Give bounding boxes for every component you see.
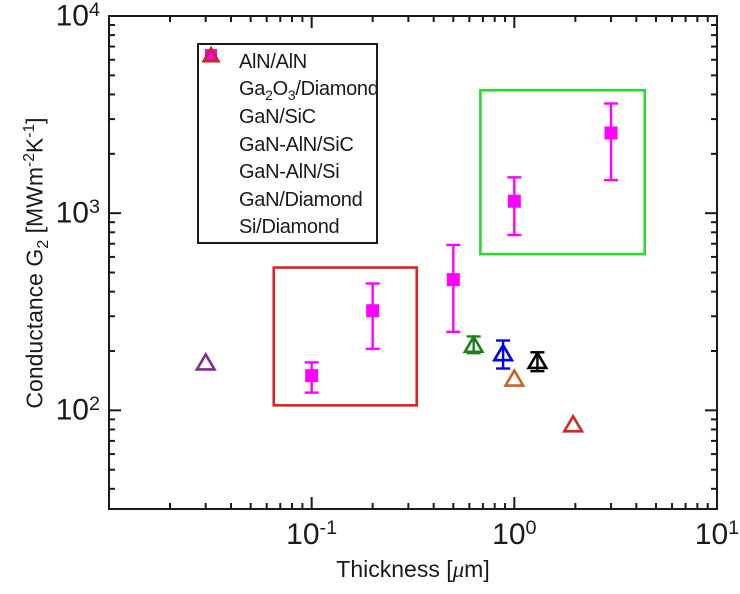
legend-item-gan-aln-si: GaN-AlN/Si <box>199 46 376 187</box>
series-GaN-AlN/SiC <box>492 339 515 370</box>
series-GaN-AlN/Si <box>526 350 549 373</box>
y-axis-label-text: Conductance G <box>21 248 48 409</box>
legend-item-label: GaN/Diamond <box>239 188 363 211</box>
legend-item-label: GaN-AlN/Si <box>239 161 340 184</box>
y-axis-label-unit-2: K <box>21 137 48 154</box>
x-axis-label: Thickness [μm] <box>336 556 489 583</box>
series-Ga2O3/Diamond <box>194 351 217 371</box>
legend-item-si-diamond: Si/Diamond <box>199 46 376 242</box>
x-axis-label-unit: m] <box>464 556 490 582</box>
legend-item-gan-aln-sic: GaN-AlN/SiC <box>199 46 376 160</box>
legend-item-gan-diamond: GaN/Diamond <box>199 46 376 215</box>
marker-icon <box>462 334 485 354</box>
y-axis-label-bracket: ] <box>21 117 48 124</box>
mu-symbol: μ <box>452 557 465 582</box>
legend-item-aln-aln: AlN/AlN <box>199 49 376 77</box>
series-GaN/SiC <box>462 334 485 355</box>
legend: AlN/AlN Ga2O3/Diamond GaN/SiC GaN-AlN/SiC Ga… <box>197 43 379 244</box>
plot-box <box>108 15 718 510</box>
marker-icon <box>305 369 319 383</box>
marker-icon <box>492 342 515 362</box>
legend-item-label: Si/Diamond <box>239 216 340 239</box>
legend-item-label: GaN-AlN/SiC <box>239 133 354 156</box>
marker-icon <box>604 126 618 140</box>
y-axis-label-subscript: 2 <box>34 239 53 249</box>
error-bar <box>446 243 461 334</box>
y-axis-label-exponent-2: -1 <box>21 123 38 138</box>
y-tick-label: 104 <box>55 0 100 33</box>
marker-icon <box>507 194 521 208</box>
series-Si/Diamond <box>562 413 585 433</box>
marker-icon <box>562 413 585 433</box>
legend-item-label: Ga2O3/Diamond <box>239 77 379 103</box>
marker-icon <box>366 304 380 318</box>
x-tick-label: 10-1 <box>286 517 338 551</box>
marker-icon <box>503 367 526 387</box>
y-axis-label-unit: [MWm <box>21 166 48 240</box>
marker-icon <box>446 273 460 287</box>
x-tick-label: 101 <box>694 517 740 551</box>
y-axis-label-exponent-1: -2 <box>21 153 38 167</box>
x-tick-label: 100 <box>492 517 537 551</box>
error-bar <box>604 102 619 182</box>
legend-item-ga2o3-diamond: Ga2O3/Diamond <box>199 46 379 105</box>
y-axis-label: Conductance G2 [MWm-2K-1] <box>15 13 52 513</box>
series-AlN/AlN <box>304 102 619 394</box>
annotation-red-box <box>272 266 419 407</box>
marker-icon <box>526 350 549 370</box>
series-GaN/Diamond <box>503 367 526 387</box>
legend-item-label: AlN/AlN <box>239 51 307 74</box>
annotation-green-box <box>479 88 647 256</box>
y-tick-label: 102 <box>55 393 100 428</box>
legend-item-gan-sic: GaN/SiC <box>199 46 376 132</box>
marker-icon <box>194 351 217 371</box>
tick-marks <box>108 15 718 509</box>
legend-item-label: GaN/SiC <box>239 106 316 129</box>
y-tick-label: 103 <box>55 195 100 230</box>
x-axis-label-text: Thickness [ <box>336 556 453 582</box>
